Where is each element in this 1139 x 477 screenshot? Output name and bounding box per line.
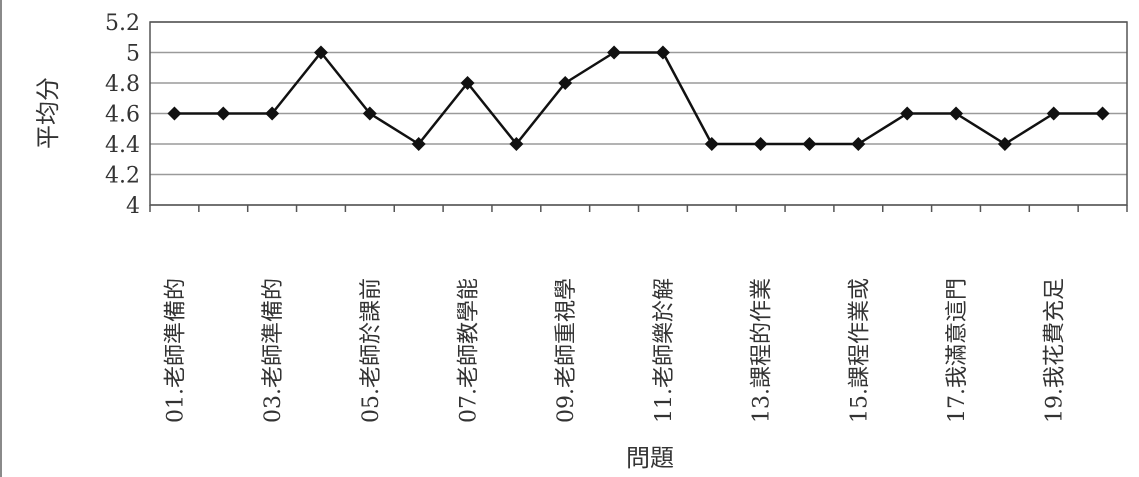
data-point — [949, 106, 964, 121]
category-labels: 01.老師準備的 03.老師準備的 05.老師於課前 07.老師教學能 09.老師重視學… — [163, 278, 1067, 423]
data-point — [655, 45, 670, 60]
data-point — [607, 45, 622, 60]
x-category-label: 11.老師樂於解 — [652, 278, 677, 423]
data-point — [997, 137, 1012, 151]
x-category-label: 03.老師準備的 — [261, 278, 286, 423]
y-tick-label: 4.4 — [105, 133, 140, 158]
data-point — [802, 137, 817, 151]
y-tick-label: 4.6 — [105, 103, 140, 128]
x-category-label: 13.課程的作業 — [750, 278, 775, 423]
x-category-label: 05.老師於課前 — [359, 278, 384, 423]
data-point — [362, 106, 377, 121]
x-category-label: 19.我花費充足 — [1043, 278, 1068, 423]
x-tick-marks — [149, 205, 1128, 212]
data-point — [900, 106, 915, 121]
series-layer — [167, 45, 1110, 151]
data-point — [216, 106, 231, 121]
data-point — [753, 137, 768, 151]
x-category-label: 15.課程作業或 — [847, 278, 872, 423]
x-category-label: 09.老師重視學 — [554, 278, 579, 423]
data-point — [1046, 106, 1061, 121]
y-tick-label: 5 — [126, 42, 140, 67]
y-tick-label: 4.2 — [105, 164, 140, 189]
y-tick-label: 4.8 — [105, 72, 140, 97]
series-line — [174, 51, 1103, 146]
data-point — [1095, 106, 1110, 121]
x-category-label: 07.老師教學能 — [457, 278, 482, 423]
y-tick-label: 4 — [126, 194, 140, 219]
y-tick-labels: 4 4.2 4.4 4.6 4.8 5 5.2 — [105, 11, 140, 219]
x-category-label: 17.我滿意這門 — [945, 278, 970, 423]
data-point — [704, 137, 719, 151]
data-point — [558, 76, 573, 90]
data-point — [411, 137, 426, 151]
data-point — [851, 137, 866, 151]
y-axis-title: 平均分 — [34, 77, 62, 149]
data-point — [265, 106, 280, 121]
x-category-label: 01.老師準備的 — [163, 278, 188, 423]
data-point — [460, 76, 475, 90]
x-axis-title: 問題 — [626, 444, 674, 472]
gridlines — [150, 21, 1127, 206]
data-point — [167, 106, 182, 121]
y-tick-label: 5.2 — [105, 11, 140, 36]
data-point — [313, 45, 328, 60]
data-point — [509, 137, 524, 151]
